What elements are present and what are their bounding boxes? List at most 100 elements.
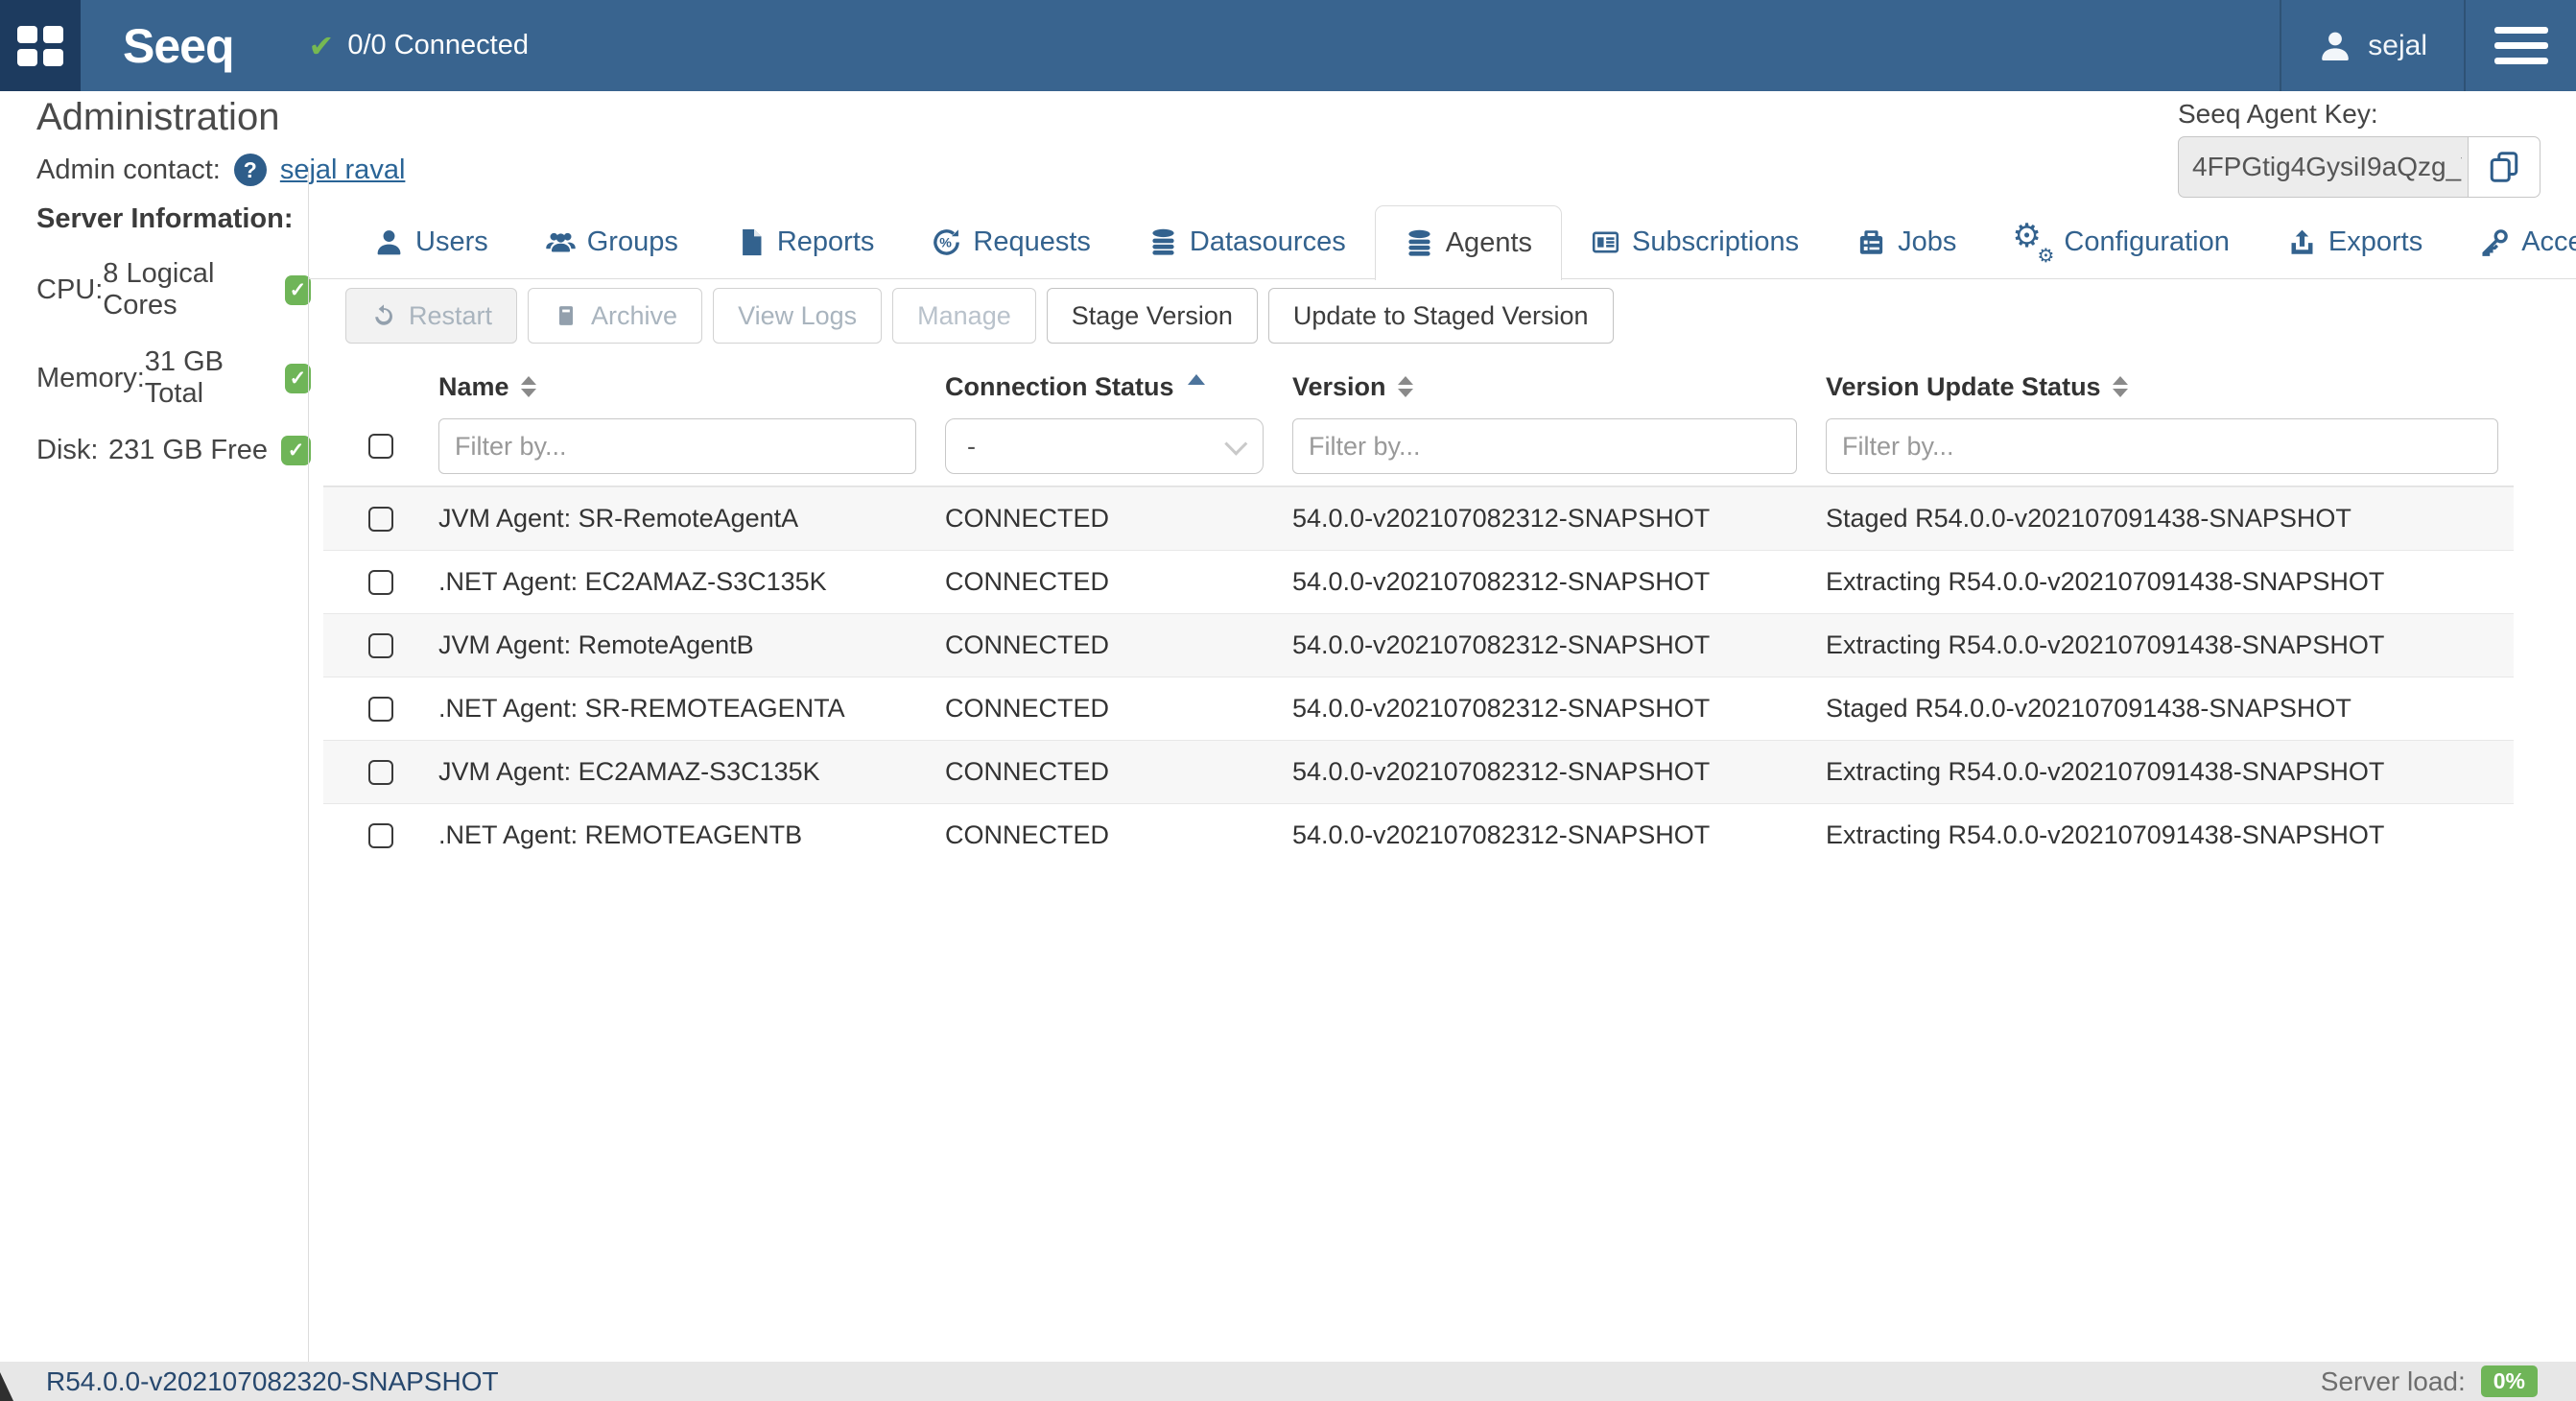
tab-groups[interactable]: Groups	[517, 205, 707, 279]
version-update-status-filter-input[interactable]	[1826, 418, 2498, 474]
version-update-status: Staged R54.0.0-v202107091438-SNAPSHOT	[1826, 694, 2351, 723]
admin-contact-label: Admin contact:	[36, 154, 221, 185]
memory-value: 31 GB Total	[144, 346, 225, 409]
version-update-status: Extracting R54.0.0-v202107091438-SNAPSHO…	[1826, 820, 2385, 849]
version-update-status: Staged R54.0.0-v202107091438-SNAPSHOT	[1826, 504, 2351, 533]
toolbox-icon	[1856, 227, 1886, 257]
admin-contact-link[interactable]: sejal raval	[279, 154, 406, 185]
tab-exports[interactable]: Exports	[2258, 205, 2451, 279]
manage-button[interactable]: Manage	[892, 288, 1036, 344]
datasource-connection-status[interactable]: ✔ 0/0 Connected	[309, 28, 529, 64]
agent-key-input[interactable]	[2178, 136, 2468, 198]
tab-configuration[interactable]: ⚙ ⚙ Configuration	[1985, 205, 2258, 279]
agent-name: .NET Agent: REMOTEAGENTB	[438, 820, 803, 849]
update-to-staged-version-button[interactable]: Update to Staged Version	[1267, 288, 1614, 344]
help-question-icon[interactable]: ?	[233, 154, 267, 186]
user-icon	[374, 227, 404, 257]
row-checkbox[interactable]	[368, 696, 393, 722]
tab-label: Subscriptions	[1632, 226, 1800, 257]
requests-icon	[932, 227, 961, 257]
server-info-row-cpu: CPU: 8 Logical Cores ✓	[36, 258, 311, 321]
cpu-ok-check-icon: ✓	[284, 274, 311, 305]
sort-icon	[1397, 376, 1413, 397]
name-filter-input[interactable]	[438, 418, 916, 474]
table-row[interactable]: .NET Agent: SR-REMOTEAGENTA CONNECTED 54…	[323, 677, 2514, 740]
row-checkbox[interactable]	[368, 759, 393, 785]
table-row[interactable]: JVM Agent: EC2AMAZ-S3C135K CONNECTED 54.…	[323, 740, 2514, 803]
connection-status-filter-select[interactable]: -	[945, 418, 1264, 474]
user-menu-button[interactable]: sejal	[2281, 0, 2464, 91]
button-label: View Logs	[738, 300, 858, 330]
hamburger-menu-button[interactable]	[2466, 0, 2576, 91]
button-label: Update to Staged Version	[1292, 300, 1589, 330]
version-update-status: Extracting R54.0.0-v202107091438-SNAPSHO…	[1826, 757, 2385, 786]
server-load-badge: 0%	[2480, 1365, 2538, 1397]
tab-users[interactable]: Users	[345, 205, 517, 279]
chevron-down-icon	[1224, 432, 1248, 456]
column-header-connection-status[interactable]: Connection Status	[945, 372, 1292, 402]
tab-jobs[interactable]: Jobs	[1828, 205, 1985, 279]
table-row[interactable]: JVM Agent: RemoteAgentB CONNECTED 54.0.0…	[323, 613, 2514, 677]
version-update-status: Extracting R54.0.0-v202107091438-SNAPSHO…	[1826, 567, 2385, 596]
tab-access-keys[interactable]: Access Keys	[2451, 205, 2576, 279]
admin-contact-row: Admin contact: ? sejal raval	[36, 154, 405, 186]
table-row[interactable]: .NET Agent: EC2AMAZ-S3C135K CONNECTED 54…	[323, 550, 2514, 613]
tab-label: Access Keys	[2521, 226, 2576, 257]
seeq-logo: Seeq	[123, 18, 235, 73]
row-checkbox[interactable]	[368, 569, 393, 595]
users-icon	[546, 227, 576, 257]
panel-divider	[308, 167, 309, 1362]
column-header-version-update-status[interactable]: Version Update Status	[1826, 372, 2514, 402]
server-information-panel: Server Information: CPU: 8 Logical Cores…	[36, 203, 311, 491]
row-checkbox[interactable]	[368, 822, 393, 848]
server-info-row-memory: Memory: 31 GB Total ✓	[36, 346, 311, 410]
sort-icon	[2112, 376, 2128, 397]
table-body: JVM Agent: SR-RemoteAgentA CONNECTED 54.…	[323, 487, 2514, 867]
stage-version-button[interactable]: Stage Version	[1046, 288, 1258, 344]
agent-key-label: Seeq Agent Key:	[2178, 99, 2378, 129]
page-title: Administration	[36, 96, 280, 138]
column-label: Connection Status	[945, 371, 1174, 401]
version-filter-input[interactable]	[1292, 418, 1797, 474]
tab-datasources[interactable]: Datasources	[1120, 205, 1375, 279]
select-all-checkbox[interactable]	[368, 434, 393, 459]
agent-name: JVM Agent: RemoteAgentB	[438, 630, 754, 659]
button-label: Restart	[409, 300, 493, 330]
disk-value: 231 GB Free	[107, 435, 268, 465]
restart-button[interactable]: Restart	[345, 288, 518, 344]
agent-version: 54.0.0-v202107082312-SNAPSHOT	[1292, 757, 1711, 786]
tab-reports[interactable]: Reports	[707, 205, 904, 279]
server-version-label: R54.0.0-v202107082320-SNAPSHOT	[46, 1365, 499, 1396]
archive-button[interactable]: Archive	[528, 288, 703, 344]
column-header-version[interactable]: Version	[1292, 372, 1826, 402]
copy-agent-key-button[interactable]	[2468, 136, 2541, 198]
disk-label: Disk:	[36, 435, 99, 465]
user-icon	[2318, 29, 2352, 63]
table-filter-row: -	[323, 416, 2514, 487]
table-row[interactable]: .NET Agent: REMOTEAGENTB CONNECTED 54.0.…	[323, 803, 2514, 867]
tab-label: Users	[415, 226, 488, 257]
tab-label: Configuration	[2064, 226, 2230, 257]
cpu-value: 8 Logical Cores	[103, 258, 215, 321]
tab-label: Agents	[1445, 227, 1533, 258]
agent-version: 54.0.0-v202107082312-SNAPSHOT	[1292, 567, 1711, 596]
column-header-name[interactable]: Name	[438, 372, 945, 402]
refresh-icon	[370, 302, 397, 329]
row-checkbox[interactable]	[368, 632, 393, 658]
table-row[interactable]: JVM Agent: SR-RemoteAgentA CONNECTED 54.…	[323, 487, 2514, 550]
app-grid-button[interactable]	[0, 0, 81, 91]
agent-name: .NET Agent: SR-REMOTEAGENTA	[438, 694, 845, 723]
row-checkbox[interactable]	[368, 506, 393, 532]
check-icon: ✔	[308, 28, 335, 63]
view-logs-button[interactable]: View Logs	[713, 288, 883, 344]
agent-version: 54.0.0-v202107082312-SNAPSHOT	[1292, 820, 1711, 849]
agent-name: JVM Agent: EC2AMAZ-S3C135K	[438, 757, 820, 786]
tab-label: Groups	[586, 226, 678, 257]
tab-requests[interactable]: Requests	[903, 205, 1120, 279]
export-icon	[2287, 227, 2317, 257]
tab-agents[interactable]: Agents	[1374, 205, 1563, 280]
button-label: Archive	[591, 300, 678, 330]
tab-label: Jobs	[1898, 226, 1957, 257]
agent-version: 54.0.0-v202107082312-SNAPSHOT	[1292, 630, 1711, 659]
tab-subscriptions[interactable]: Subscriptions	[1562, 205, 1828, 279]
